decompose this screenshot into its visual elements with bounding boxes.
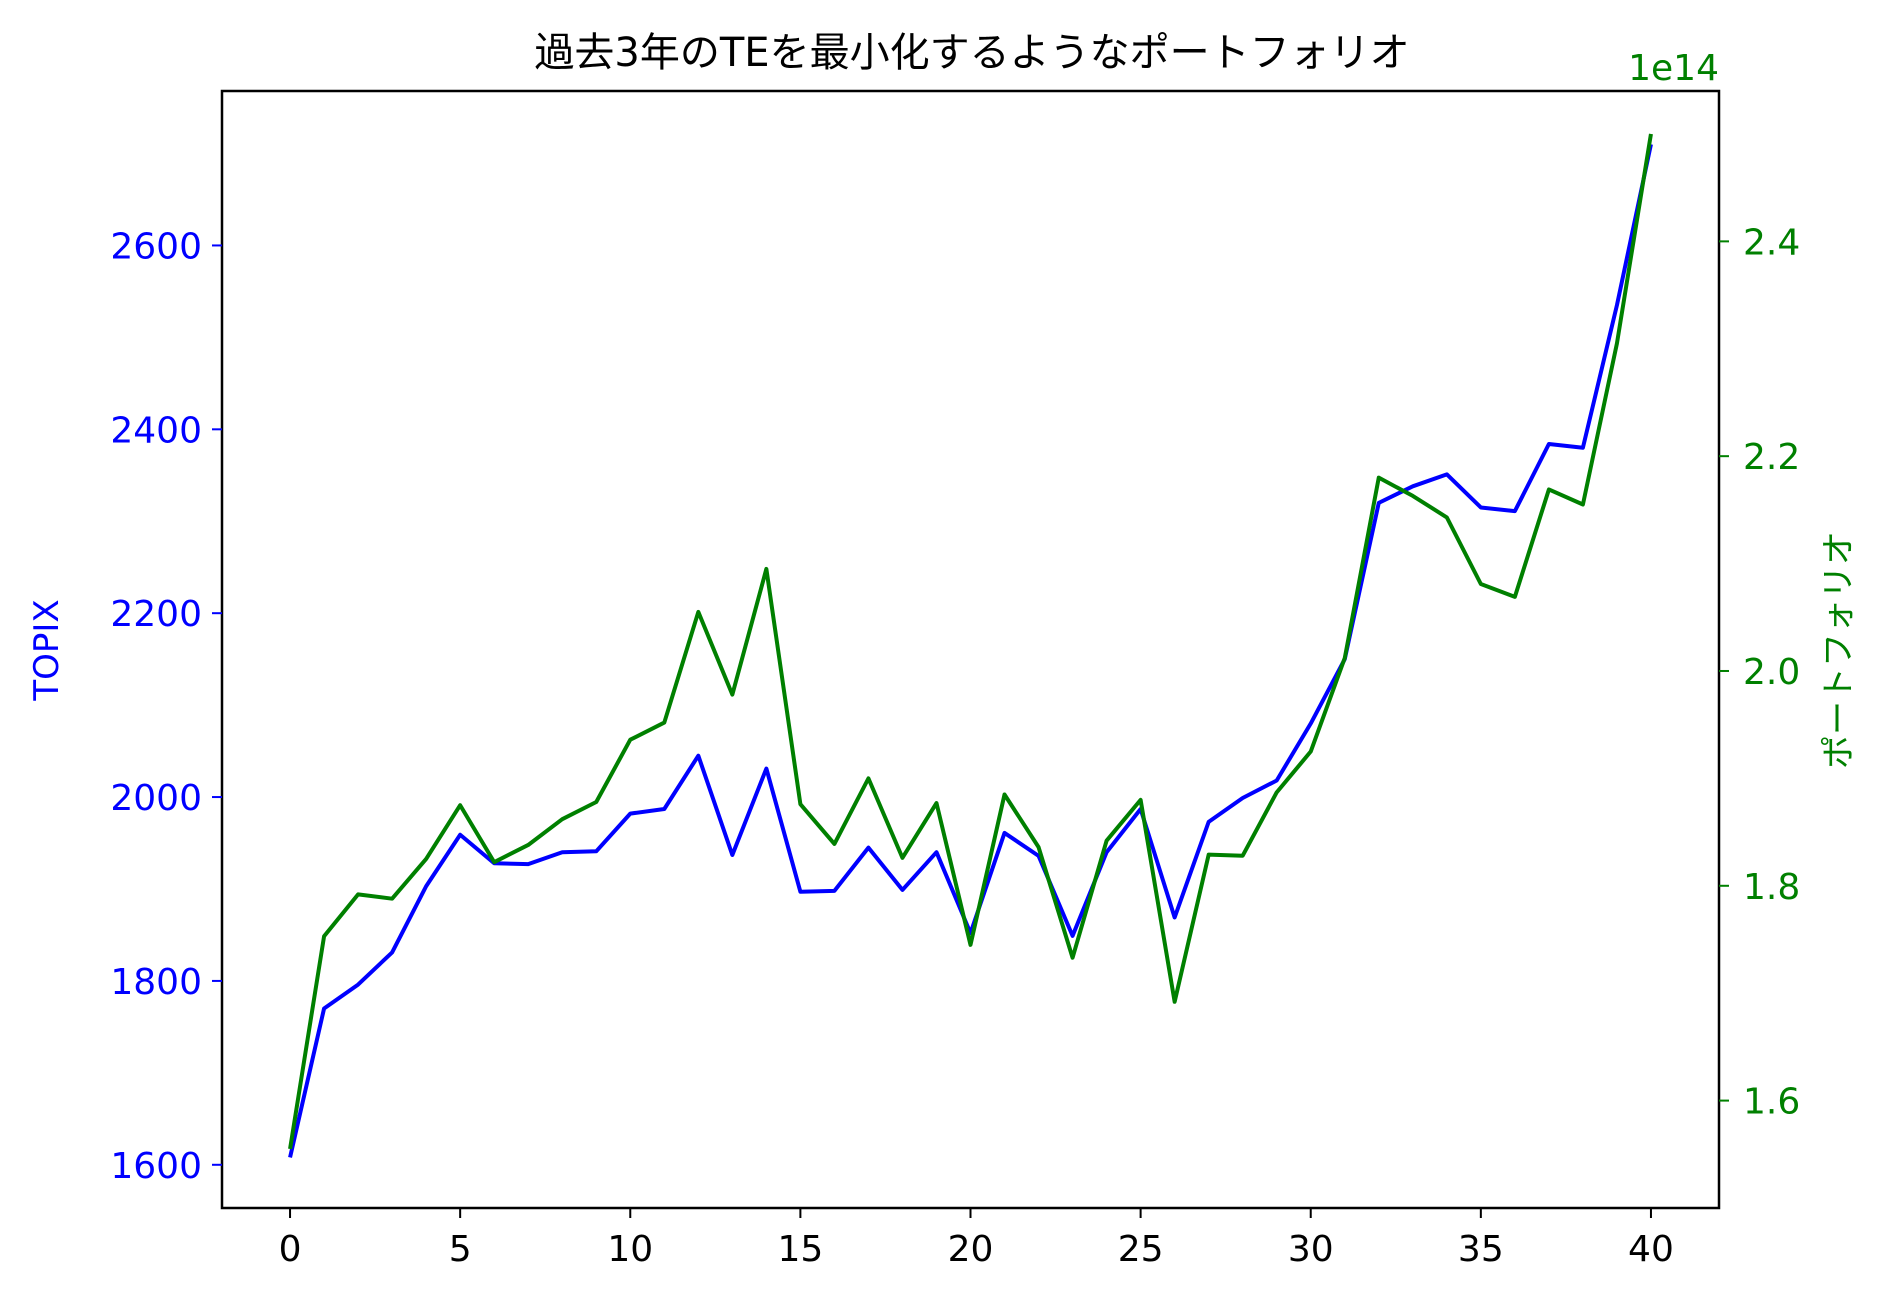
left-tick-label: 2200 [110,594,202,635]
left-tick-label: 1600 [110,1146,202,1187]
left-y-axis: 1600 1800 2000 2200 2400 2600 [110,226,222,1187]
left-tick-label: 2400 [110,410,202,451]
x-tick-label: 0 [279,1229,302,1270]
right-tick-label: 1.8 [1743,867,1800,908]
x-tick-label: 10 [607,1229,653,1270]
x-tick-label: 25 [1118,1229,1164,1270]
series-line-topix [288,143,1653,1158]
right-tick-label: 1.6 [1743,1082,1800,1123]
chart-title: 過去3年のTEを最小化するようなポートフォリオ [534,30,1409,76]
series-line-portfolio [288,133,1653,1150]
x-tick-label: 5 [449,1229,472,1270]
series-layer [288,133,1653,1158]
right-axis-offset-text: 1e14 [1628,48,1719,89]
left-tick-label: 2600 [110,226,202,267]
left-axis-label: TOPIX [27,599,67,701]
left-tick-label: 2000 [110,778,202,819]
right-axis-label: ポートフォリオ [1819,531,1859,769]
left-tick-label: 1800 [110,962,202,1003]
right-y-axis: 1.6 1.8 2.0 2.2 2.4 [1719,222,1800,1123]
x-axis: 0 5 10 15 20 25 30 35 40 [279,1208,1674,1270]
x-tick-label: 30 [1288,1229,1334,1270]
x-tick-label: 40 [1628,1229,1674,1270]
right-tick-label: 2.0 [1743,652,1800,693]
x-tick-label: 35 [1458,1229,1504,1270]
x-tick-label: 15 [777,1229,823,1270]
right-tick-label: 2.2 [1743,437,1800,478]
x-tick-label: 20 [948,1229,994,1270]
right-tick-label: 2.4 [1743,222,1800,263]
